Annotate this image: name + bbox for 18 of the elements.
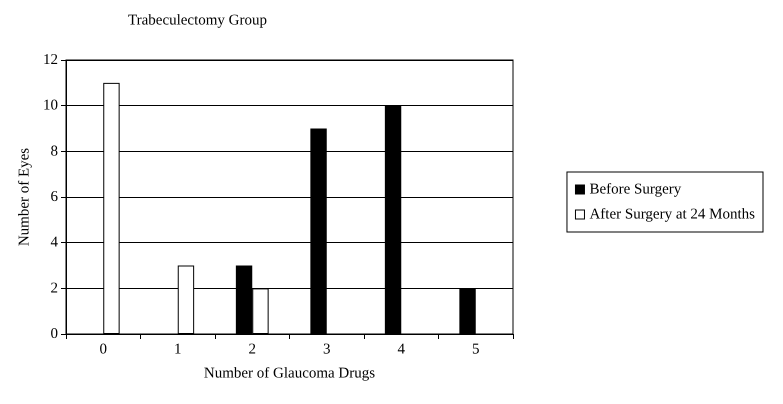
y-axis-title: Number of Eyes: [16, 148, 32, 246]
x-axis-title: Number of Glaucoma Drugs: [204, 366, 376, 382]
x-tick-label: 3: [323, 342, 330, 358]
y-tick-label: 10: [43, 98, 58, 114]
x-tick-label: 4: [398, 342, 406, 358]
y-tick-label: 0: [50, 326, 58, 342]
x-tick-label: 0: [100, 342, 107, 358]
x-tick-label: 1: [174, 342, 182, 358]
legend-label: Before Surgery: [589, 182, 682, 198]
x-tick-label: 2: [248, 342, 256, 358]
y-tick-label: 12: [43, 52, 58, 68]
x-tick-label: 5: [472, 342, 480, 358]
y-tick-label: 6: [50, 189, 58, 205]
y-tick-label: 4: [50, 234, 58, 251]
y-tick-label: 2: [50, 280, 58, 296]
legend-label: After Surgery at 24 Months: [589, 206, 756, 222]
y-tick-label: 8: [50, 143, 58, 160]
chart-title: Trabeculectomy Group: [128, 12, 267, 28]
